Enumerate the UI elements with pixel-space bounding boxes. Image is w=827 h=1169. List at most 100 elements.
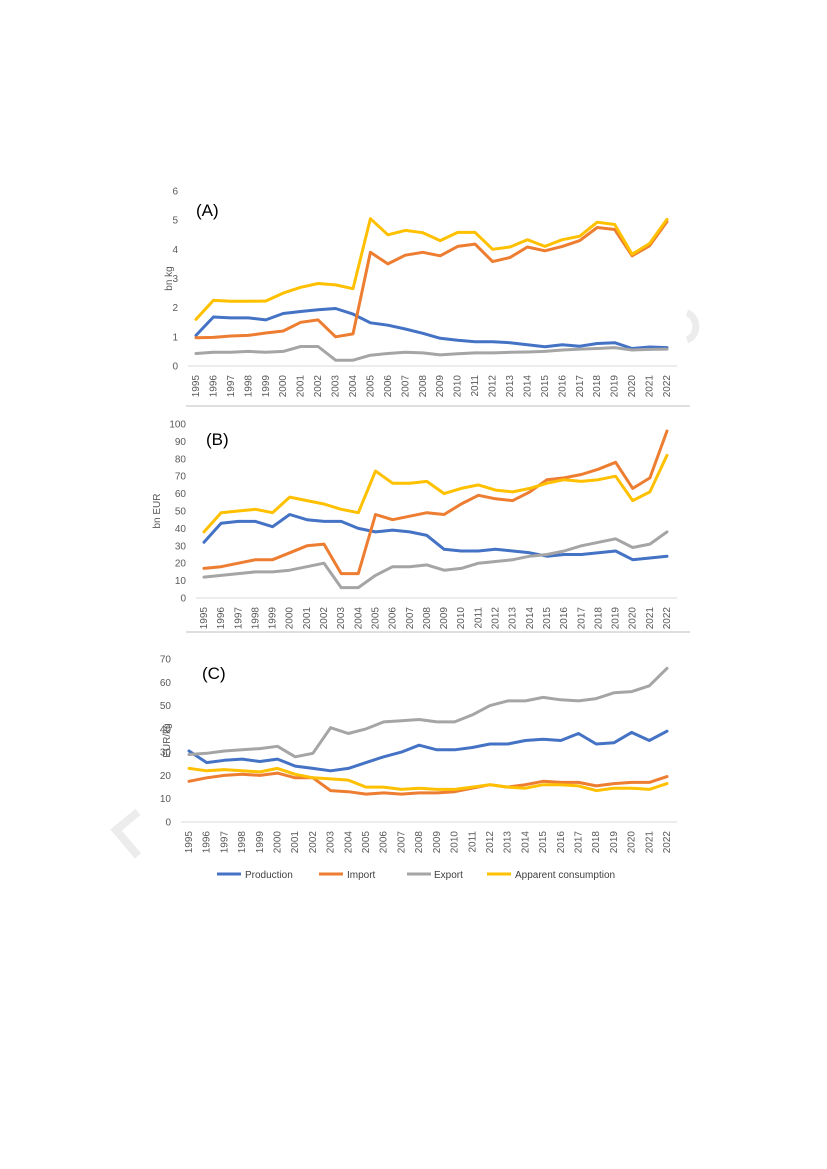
y-tick-label: 0 — [172, 362, 178, 373]
chart-panel-b: 0 10 20 30 40 50 60 70 80 90 100 bn EUR 1995 1996 1997… — [152, 420, 677, 630]
x-tick-label: 2006 — [383, 375, 394, 398]
x-tick-label: 2002 — [319, 607, 330, 630]
y-tick-label: 1 — [172, 332, 178, 343]
y-tick-label: 60 — [160, 678, 172, 689]
y-tick-label: 40 — [175, 524, 187, 535]
x-tick-label: 2022 — [662, 831, 673, 854]
y-tick-label: 0 — [165, 818, 171, 829]
x-tick-label: 2020 — [627, 375, 638, 398]
x-tick-label: 1997 — [219, 831, 230, 854]
x-tick-label: 2001 — [302, 607, 313, 630]
y-tick-label: 30 — [175, 541, 187, 552]
x-tick-label: 2000 — [273, 831, 284, 854]
x-tick-label: 2020 — [628, 607, 639, 630]
legend-label: Apparent consumption — [515, 870, 615, 881]
x-tick-label: 2006 — [388, 607, 399, 630]
x-tick-label: 2005 — [365, 375, 376, 398]
legend-item-import: Import — [319, 870, 376, 881]
x-tick-label: 1996 — [208, 375, 219, 398]
x-tick-label: 2002 — [313, 375, 324, 398]
x-tick-label: 2016 — [559, 607, 570, 630]
x-tick-label: 2015 — [542, 607, 553, 630]
y-axis-label: bn kg — [164, 266, 175, 290]
x-tick-label: 1996 — [202, 831, 213, 854]
x-tick-label: 2004 — [353, 607, 364, 630]
page-corner-mark-right — [685, 309, 700, 344]
x-tick-label: 2008 — [414, 831, 425, 854]
legend-label: Export — [434, 870, 463, 881]
y-tick-label: 10 — [160, 794, 172, 805]
page-corner-mark-left — [110, 808, 142, 859]
y-tick-label: 50 — [160, 701, 172, 712]
series-line-import — [202, 429, 669, 576]
panel-label: (B) — [206, 430, 229, 449]
y-tick-label: 0 — [180, 594, 186, 605]
x-tick-label: 2021 — [644, 831, 655, 854]
x-tick-label: 2004 — [348, 375, 359, 398]
y-axis-label: EUR/kg — [162, 723, 173, 757]
x-tick-label: 2009 — [439, 607, 450, 630]
x-tick-label: 2015 — [538, 831, 549, 854]
x-tick-label: 2003 — [326, 831, 337, 854]
x-tick-label: 2013 — [505, 375, 516, 398]
x-tick-label: 2019 — [609, 831, 620, 854]
x-tick-label: 1998 — [237, 831, 248, 854]
x-tick-label: 1995 — [199, 607, 210, 630]
x-tick-label: 2015 — [540, 375, 551, 398]
x-tick-label: 2002 — [308, 831, 319, 854]
series-line-production — [194, 307, 669, 350]
x-tick-label: 2016 — [556, 831, 567, 854]
y-tick-label: 90 — [175, 437, 187, 448]
x-tick-label: 2013 — [508, 607, 519, 630]
y-tick-label: 5 — [172, 216, 178, 227]
x-tick-label: 2012 — [488, 375, 499, 398]
x-tick-label: 2018 — [593, 607, 604, 630]
series-line-export — [194, 345, 669, 362]
series-line-production — [202, 513, 669, 562]
y-tick-label: 20 — [175, 559, 187, 570]
x-tick-label: 2014 — [525, 607, 536, 630]
y-tick-label: 70 — [160, 655, 172, 666]
x-tick-label: 2005 — [370, 607, 381, 630]
x-tick-label: 2016 — [557, 375, 568, 398]
x-tick-label: 2022 — [662, 375, 673, 398]
x-tick-label: 1999 — [255, 831, 266, 854]
x-tick-label: 2022 — [662, 607, 673, 630]
chart-panel-c: 0 10 20 30 40 50 60 70 EUR/kg 1995 1996 1997 1998 199… — [160, 655, 677, 854]
x-tick-label: 2003 — [331, 375, 342, 398]
x-tick-label: 2017 — [575, 375, 586, 398]
x-tick-label: 2011 — [470, 375, 481, 397]
y-tick-label: 6 — [172, 187, 178, 198]
x-tick-label: 2005 — [361, 831, 372, 854]
y-tick-label: 2 — [172, 303, 178, 314]
x-tick-label: 2007 — [400, 375, 411, 398]
series-line-production — [187, 729, 669, 773]
x-tick-label: 2009 — [435, 375, 446, 398]
x-tick-label: 2017 — [576, 607, 587, 630]
x-tick-label: 2000 — [278, 375, 289, 398]
x-tick-label: 2019 — [610, 375, 621, 398]
x-tick-label: 1996 — [216, 607, 227, 630]
x-tick-label: 2000 — [285, 607, 296, 630]
y-tick-label: 10 — [175, 576, 187, 587]
series-line-import — [187, 771, 669, 796]
y-tick-label: 30 — [160, 748, 172, 759]
legend-label: Production — [245, 870, 293, 881]
y-tick-label: 50 — [175, 507, 187, 518]
y-tick-label: 100 — [169, 420, 186, 431]
x-tick-label: 2011 — [473, 607, 484, 629]
x-tick-label: 2001 — [296, 375, 307, 398]
series-line-export — [202, 530, 669, 590]
x-tick-label: 2007 — [405, 607, 416, 630]
x-tick-label: 2013 — [503, 831, 514, 854]
series-line-import — [194, 220, 669, 340]
series-line-apparent-consumption — [187, 766, 669, 793]
x-tick-label: 2021 — [645, 607, 656, 630]
y-axis-label: bn EUR — [152, 493, 163, 528]
y-tick-label: 70 — [175, 472, 187, 483]
y-tick-label: 60 — [175, 489, 187, 500]
y-tick-label: 80 — [175, 454, 187, 465]
corner-mark-right — [685, 309, 700, 344]
x-tick-label: 2021 — [645, 375, 656, 398]
